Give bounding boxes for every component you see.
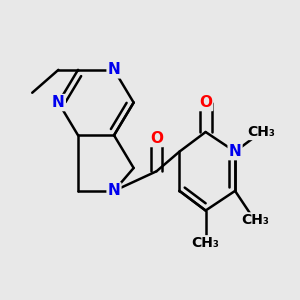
Text: O: O — [199, 95, 212, 110]
Text: N: N — [108, 183, 120, 198]
Text: N: N — [52, 95, 65, 110]
Text: CH₃: CH₃ — [247, 125, 275, 139]
Text: CH₃: CH₃ — [192, 236, 220, 250]
Text: N: N — [108, 62, 120, 77]
Text: CH₃: CH₃ — [241, 213, 268, 227]
Text: N: N — [229, 144, 242, 159]
Text: O: O — [150, 131, 163, 146]
